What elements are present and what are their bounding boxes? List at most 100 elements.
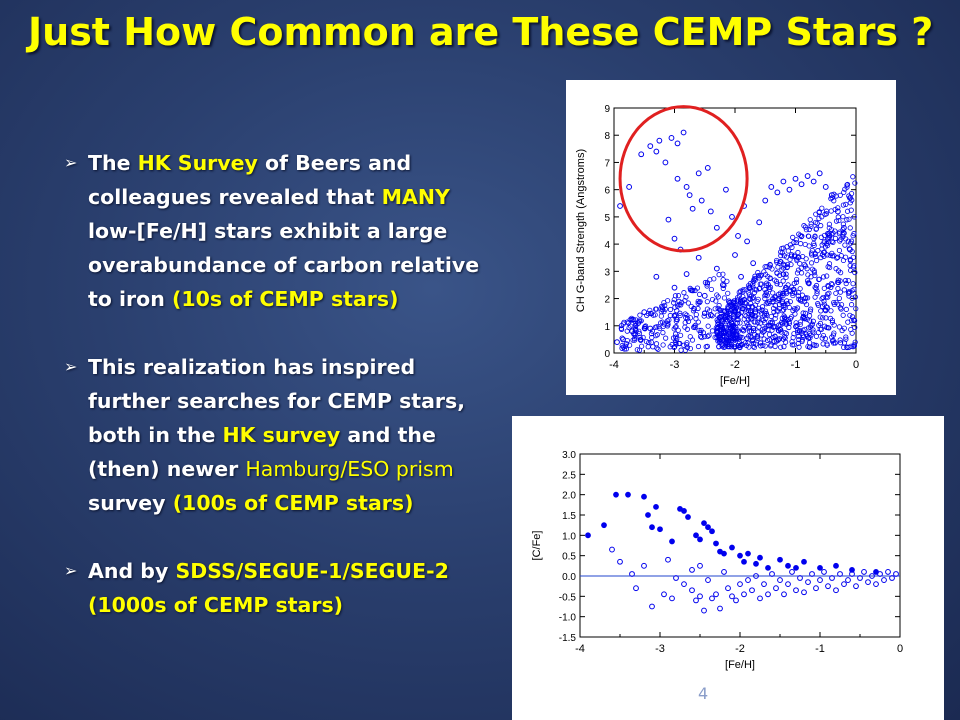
plot-frame: [579, 453, 901, 638]
data-point-open: [797, 260, 803, 267]
data-point-open: [749, 338, 755, 344]
y-axis-label: CH G-band Strength (Angstroms): [575, 149, 587, 312]
data-point-open: [681, 581, 687, 588]
bullet-text: This realization has inspired further se…: [88, 355, 465, 515]
data-point-open: [821, 298, 827, 304]
data-point-open: [840, 232, 846, 238]
data-point-open: [792, 175, 799, 182]
data-point-open: [661, 321, 667, 327]
data-point-open: [851, 214, 857, 220]
data-point-open: [756, 286, 762, 292]
arrow-bullet-icon: ➢: [64, 561, 78, 580]
data-point-open: [828, 308, 834, 314]
data-point-open: [827, 264, 833, 271]
data-point-open: [703, 344, 709, 350]
data-point-open: [716, 324, 722, 330]
bullet-part: The: [88, 151, 138, 175]
data-point-open: [727, 300, 733, 306]
data-point-open: [797, 575, 803, 581]
data-point-open: [620, 336, 626, 343]
data-point-filled: [601, 522, 607, 529]
data-point-open: [782, 339, 789, 345]
data-point-open: [684, 312, 690, 318]
data-point-filled: [785, 562, 791, 569]
data-point-open: [691, 323, 698, 329]
data-point-open: [810, 327, 816, 333]
data-point-open: [774, 189, 781, 196]
data-point-open: [798, 181, 805, 188]
data-point-open: [653, 148, 660, 155]
data-point-open: [650, 344, 656, 350]
data-point-open: [790, 234, 796, 240]
data-point-open: [818, 308, 824, 314]
data-point-open: [707, 308, 713, 314]
data-point-open: [741, 324, 747, 330]
data-point-open: [820, 294, 826, 301]
data-point-open: [705, 577, 711, 583]
data-point-open: [798, 270, 805, 276]
data-point-open: [718, 318, 724, 324]
bullet-further-searches: ➢ This realization has inspired further …: [64, 350, 504, 520]
data-point-open: [701, 292, 708, 299]
data-point-open: [781, 591, 787, 598]
data-point-open: [786, 186, 793, 193]
bullet-part: And by: [88, 559, 176, 583]
data-point-open: [720, 271, 726, 277]
data-point-open: [629, 571, 635, 577]
data-point-open: [693, 597, 699, 604]
data-point-open: [826, 325, 832, 331]
data-point-open: [805, 579, 811, 586]
data-point-open: [802, 295, 808, 301]
data-point-open: [655, 346, 661, 352]
data-point-open: [849, 197, 855, 203]
y-tick-label: 9: [604, 104, 610, 115]
data-point-open: [893, 571, 899, 577]
data-point-open: [746, 285, 752, 291]
data-point-open: [767, 337, 773, 343]
bullet-part: survey: [88, 491, 173, 515]
data-point-open: [849, 248, 855, 255]
data-point-open: [780, 336, 787, 342]
arrow-bullet-icon: ➢: [64, 153, 78, 172]
data-point-open: [796, 344, 802, 350]
data-point-open: [685, 300, 692, 306]
data-point-open: [772, 333, 778, 339]
data-point-open: [836, 231, 842, 237]
data-point-open: [665, 556, 671, 563]
data-point-open: [713, 325, 719, 331]
data-point-open: [845, 290, 852, 296]
data-point-open: [780, 290, 787, 296]
data-point-open: [746, 324, 752, 330]
data-point-open: [738, 273, 744, 280]
data-point-open: [749, 334, 755, 340]
data-point-open: [704, 299, 710, 305]
data-point-open: [877, 571, 883, 577]
data-point-open: [857, 575, 863, 581]
data-point-open: [708, 286, 714, 293]
data-point-open: [680, 129, 687, 136]
data-point-open: [761, 581, 767, 588]
data-point-open: [681, 290, 687, 296]
bullet-highlight: MANY: [381, 185, 450, 209]
data-point-open: [709, 328, 716, 334]
data-point-open: [804, 278, 811, 284]
data-point-open: [639, 343, 645, 349]
data-point-open: [822, 336, 828, 342]
data-point-open: [732, 334, 738, 340]
data-point-open: [682, 311, 688, 317]
data-point-open: [745, 577, 751, 583]
data-point-open: [674, 140, 681, 147]
bullet-highlight: Hamburg/ESO prism: [245, 457, 454, 481]
data-point-open: [826, 221, 832, 227]
data-point-open: [836, 247, 843, 254]
data-point-open: [684, 342, 690, 348]
data-point-open: [732, 252, 738, 258]
data-point-open: [779, 299, 786, 305]
data-point-open: [758, 281, 765, 287]
data-point-open: [762, 292, 768, 299]
data-point-filled: [753, 560, 759, 567]
data-point-open: [829, 195, 835, 201]
data-point-open: [661, 591, 667, 598]
data-point-open: [824, 273, 830, 279]
data-point-open: [647, 143, 654, 150]
